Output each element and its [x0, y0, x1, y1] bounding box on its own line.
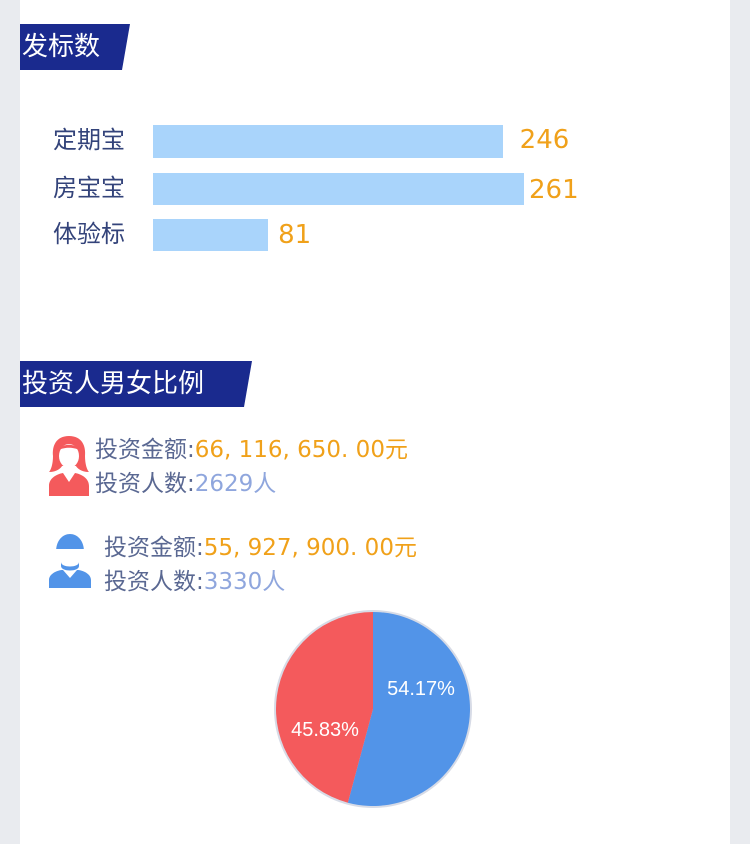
- pie-slice-female: [276, 612, 373, 803]
- female-count-label: 投资人数:: [95, 471, 195, 497]
- male-count-value: 3330人: [203, 569, 286, 595]
- male-count-label: 投资人数:: [104, 569, 204, 595]
- bar: [153, 219, 269, 251]
- bar-label: 体验标: [53, 220, 125, 248]
- bar-row-fangbaobao: 房宝宝 261: [20, 168, 730, 208]
- female-avatar-icon: [49, 436, 89, 496]
- section-title-bids: 发标数: [20, 24, 130, 70]
- male-count-line: 投资人数:3330人: [104, 566, 285, 598]
- bar-value: 81: [278, 220, 312, 250]
- bar-value: 261: [529, 175, 579, 205]
- female-count-line: 投资人数:2629人: [95, 468, 276, 500]
- bar-label: 房宝宝: [53, 174, 125, 202]
- bar-row-dingqibao: 定期宝 246: [20, 120, 730, 160]
- page: 发标数 定期宝 246 房宝宝 261 体验标 81 投资人男女比例 投资金额:…: [20, 0, 730, 844]
- female-amount-line: 投资金额:66, 116, 650. 00元: [95, 434, 408, 466]
- female-amount-value: 66, 116, 650. 00元: [194, 437, 408, 463]
- female-amount-label: 投资金额:: [95, 437, 195, 463]
- female-count-value: 2629人: [194, 471, 277, 497]
- bar: [153, 173, 524, 205]
- section-title-gender: 投资人男女比例: [20, 361, 252, 407]
- bar: [153, 125, 503, 158]
- pie-label-female: 45.83%: [291, 719, 359, 741]
- pie-svg: 54.17% 45.83%: [274, 610, 472, 808]
- pie-label-male: 54.17%: [387, 678, 455, 700]
- bar-value: 246: [519, 125, 570, 155]
- male-avatar-icon: [49, 534, 91, 588]
- male-amount-label: 投资金额:: [104, 535, 204, 561]
- bar-row-tiyanbiao: 体验标 81: [20, 214, 730, 254]
- bar-label: 定期宝: [53, 126, 125, 154]
- gender-pie-chart: 54.17% 45.83%: [273, 608, 473, 810]
- male-amount-line: 投资金额:55, 927, 900. 00元: [104, 532, 417, 564]
- pie-slice-male: [347, 612, 470, 806]
- male-amount-value: 55, 927, 900. 00元: [203, 535, 417, 561]
